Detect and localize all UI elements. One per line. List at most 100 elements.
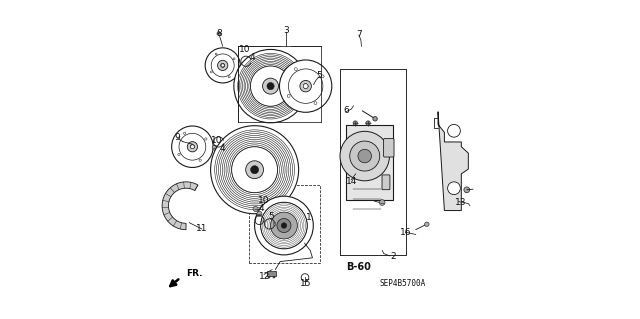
- Circle shape: [212, 145, 218, 150]
- Circle shape: [191, 145, 195, 149]
- Text: 12: 12: [259, 272, 270, 281]
- Text: 3: 3: [284, 26, 289, 35]
- Text: 15: 15: [300, 279, 312, 288]
- Circle shape: [424, 222, 429, 226]
- Circle shape: [263, 219, 264, 220]
- Circle shape: [303, 84, 308, 88]
- Circle shape: [250, 61, 252, 63]
- Circle shape: [251, 166, 259, 174]
- Circle shape: [255, 196, 314, 255]
- Circle shape: [217, 32, 221, 35]
- Circle shape: [358, 149, 371, 163]
- Polygon shape: [162, 182, 198, 230]
- Circle shape: [221, 64, 224, 67]
- Circle shape: [246, 161, 264, 179]
- Circle shape: [216, 150, 221, 155]
- Circle shape: [205, 138, 207, 140]
- Text: SEP4B5700A: SEP4B5700A: [380, 279, 426, 288]
- Circle shape: [353, 121, 358, 125]
- Circle shape: [221, 64, 224, 67]
- FancyBboxPatch shape: [346, 125, 393, 200]
- Circle shape: [303, 84, 308, 88]
- Circle shape: [250, 66, 291, 106]
- Polygon shape: [438, 112, 468, 211]
- Text: B-60: B-60: [346, 262, 371, 272]
- Circle shape: [199, 159, 202, 161]
- Circle shape: [303, 84, 308, 88]
- FancyBboxPatch shape: [382, 175, 390, 190]
- Circle shape: [233, 58, 235, 60]
- Circle shape: [271, 212, 298, 239]
- Text: 10: 10: [259, 197, 270, 205]
- Circle shape: [274, 222, 276, 224]
- Text: 14: 14: [346, 177, 357, 186]
- Text: 10: 10: [211, 136, 222, 145]
- Circle shape: [340, 131, 390, 181]
- Bar: [267, 271, 276, 276]
- Circle shape: [218, 60, 228, 70]
- Circle shape: [191, 145, 195, 149]
- Circle shape: [301, 274, 309, 281]
- Circle shape: [464, 187, 470, 193]
- Text: 5: 5: [317, 71, 322, 80]
- Circle shape: [190, 145, 195, 149]
- Circle shape: [267, 83, 274, 90]
- Circle shape: [287, 94, 290, 97]
- Bar: [268, 276, 270, 278]
- Text: 13: 13: [454, 198, 466, 207]
- Circle shape: [172, 126, 213, 167]
- Text: 5: 5: [269, 212, 275, 221]
- Circle shape: [232, 147, 278, 193]
- Circle shape: [250, 59, 252, 61]
- Circle shape: [263, 220, 264, 222]
- Circle shape: [223, 142, 225, 144]
- Circle shape: [314, 102, 317, 105]
- Text: 4: 4: [250, 53, 255, 62]
- Circle shape: [221, 63, 225, 67]
- Circle shape: [191, 145, 195, 149]
- Circle shape: [380, 200, 385, 205]
- Circle shape: [223, 140, 225, 142]
- Circle shape: [221, 64, 224, 67]
- FancyBboxPatch shape: [383, 138, 394, 157]
- Circle shape: [303, 84, 308, 88]
- Circle shape: [228, 76, 230, 78]
- Circle shape: [243, 69, 248, 74]
- Text: 8: 8: [216, 29, 222, 38]
- Text: 11: 11: [196, 224, 208, 233]
- Text: 7: 7: [356, 30, 362, 39]
- Circle shape: [215, 53, 217, 55]
- Circle shape: [447, 124, 460, 137]
- Circle shape: [366, 121, 371, 125]
- Text: FR.: FR.: [186, 269, 202, 278]
- Circle shape: [277, 219, 291, 233]
- Circle shape: [262, 78, 278, 94]
- Text: 2: 2: [390, 252, 396, 261]
- Circle shape: [281, 223, 287, 228]
- Circle shape: [184, 132, 186, 134]
- Circle shape: [188, 142, 198, 152]
- Circle shape: [321, 75, 324, 78]
- Circle shape: [205, 48, 240, 83]
- Text: 10: 10: [239, 45, 251, 54]
- Circle shape: [191, 145, 195, 149]
- Text: 1: 1: [306, 213, 312, 222]
- Circle shape: [303, 84, 308, 88]
- Text: 4: 4: [258, 204, 264, 213]
- Circle shape: [178, 153, 180, 156]
- Text: 9: 9: [174, 133, 180, 142]
- Circle shape: [373, 116, 378, 121]
- Circle shape: [239, 64, 244, 70]
- Circle shape: [234, 49, 307, 123]
- Text: 6: 6: [343, 106, 349, 115]
- Circle shape: [447, 182, 460, 195]
- Circle shape: [300, 80, 312, 92]
- Circle shape: [257, 211, 262, 216]
- Circle shape: [349, 141, 380, 171]
- Circle shape: [211, 126, 299, 214]
- Circle shape: [280, 60, 332, 112]
- Circle shape: [253, 206, 258, 211]
- Text: 16: 16: [401, 228, 412, 237]
- Text: 4: 4: [220, 144, 225, 153]
- Circle shape: [294, 68, 297, 70]
